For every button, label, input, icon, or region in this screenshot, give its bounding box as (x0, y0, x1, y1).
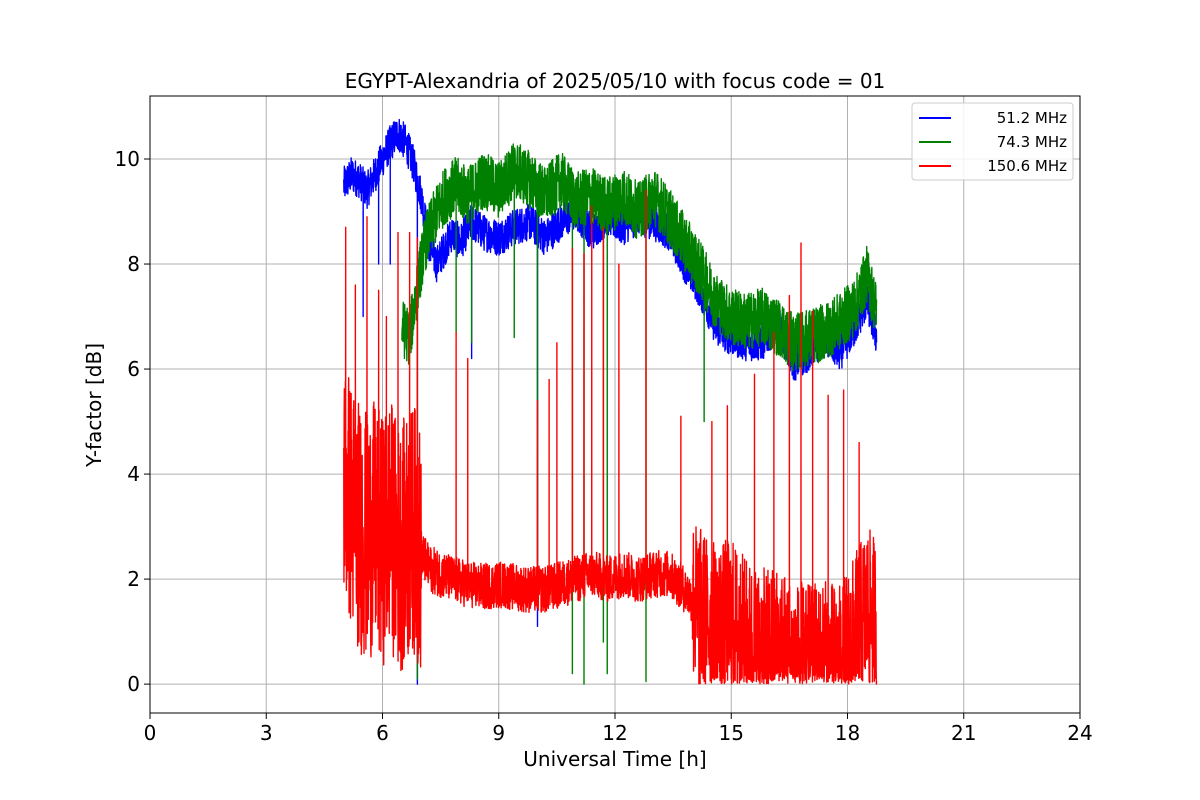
legend-label: 51.2 MHz (997, 109, 1067, 127)
series-layer (343, 118, 878, 685)
y-tick-label: 4 (127, 462, 140, 486)
x-tick-label: 0 (144, 721, 157, 745)
legend-frame (911, 102, 1074, 181)
y-tick-label: 0 (127, 672, 140, 696)
x-axis: 0 3 6 9 12 15 18 21 24 (144, 713, 1093, 745)
x-tick-label: 24 (1067, 721, 1092, 745)
y-axis: 0 2 4 6 8 10 (115, 147, 150, 696)
grid (149, 96, 1081, 713)
y-tick-label: 8 (127, 252, 140, 276)
x-tick-label: 9 (492, 721, 505, 745)
legend-label: 150.6 MHz (987, 157, 1067, 175)
x-tick-label: 12 (602, 721, 627, 745)
y-tick-label: 10 (115, 147, 140, 171)
x-tick-label: 3 (260, 721, 273, 745)
legend-label: 74.3 MHz (997, 133, 1067, 151)
x-tick-label: 21 (951, 721, 976, 745)
series-line (343, 189, 878, 685)
x-tick-label: 6 (376, 721, 389, 745)
series-line (401, 143, 878, 685)
legend: 51.2 MHz 74.3 MHz 150.6 MHz (911, 102, 1074, 181)
x-tick-label: 18 (835, 721, 860, 745)
chart-title: EGYPT-Alexandria of 2025/05/10 with focu… (345, 69, 886, 93)
x-axis-label: Universal Time [h] (523, 747, 706, 771)
y-tick-label: 2 (127, 567, 140, 591)
x-tick-label: 15 (719, 721, 744, 745)
y-axis-label: Y-factor [dB] (82, 343, 106, 468)
y-tick-label: 6 (127, 357, 140, 381)
